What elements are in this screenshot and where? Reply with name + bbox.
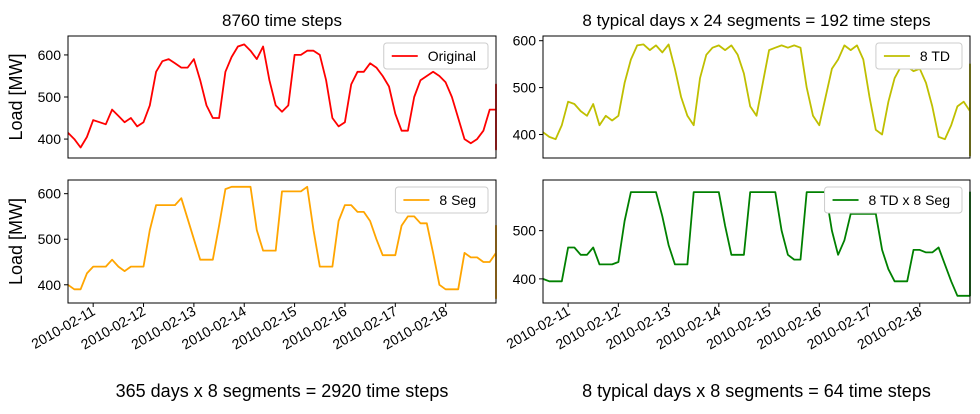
y-tick-label: 500 [513, 223, 537, 239]
y-tick-label: 500 [513, 80, 537, 96]
y-tick-label: 400 [38, 131, 62, 147]
chart-title: 8 typical days x 24 segments = 192 time … [582, 11, 930, 30]
legend-label: 8 TD [920, 48, 950, 64]
y-tick-label: 500 [38, 231, 62, 247]
y-axis-label: Load [MW] [6, 53, 26, 140]
legend-box [394, 186, 489, 214]
y-tick-label: 600 [38, 186, 62, 202]
y-tick-label: 600 [38, 47, 62, 63]
y-tick-label: 600 [513, 33, 537, 49]
y-tick-label: 500 [38, 89, 62, 105]
chart-panel-3: 4005006002010-02-112010-02-122010-02-132… [6, 179, 497, 401]
x-axis-label: 365 days x 8 segments = 2920 time steps [116, 381, 449, 401]
plot-frame [542, 179, 971, 304]
plot-frame [67, 179, 497, 304]
chart-title: 8760 time steps [222, 11, 342, 30]
legend-label: Original [428, 48, 476, 64]
y-axis-label: Load [MW] [6, 198, 26, 285]
legend-box [383, 42, 489, 70]
plot-frame [542, 35, 971, 159]
legend-label: 8 Seg [439, 192, 476, 208]
y-tick-label: 400 [513, 127, 537, 143]
chart-panel-1: 400 500 600 8760 time steps Load [MW] Origina… [6, 11, 497, 159]
chart-panel-4: 4005002010-02-112010-02-122010-02-132010… [503, 179, 971, 401]
y-tick-label: 400 [38, 277, 62, 293]
x-axis-label: 8 typical days x 8 segments = 64 time st… [582, 381, 931, 401]
legend-box [875, 42, 963, 70]
y-tick-label: 400 [513, 271, 537, 287]
legend-box [824, 186, 963, 214]
legend-label: 8 TD x 8 Seg [869, 192, 950, 208]
chart-panel-2: 400 500 600 8 typical days x 24 segments = … [513, 11, 971, 159]
